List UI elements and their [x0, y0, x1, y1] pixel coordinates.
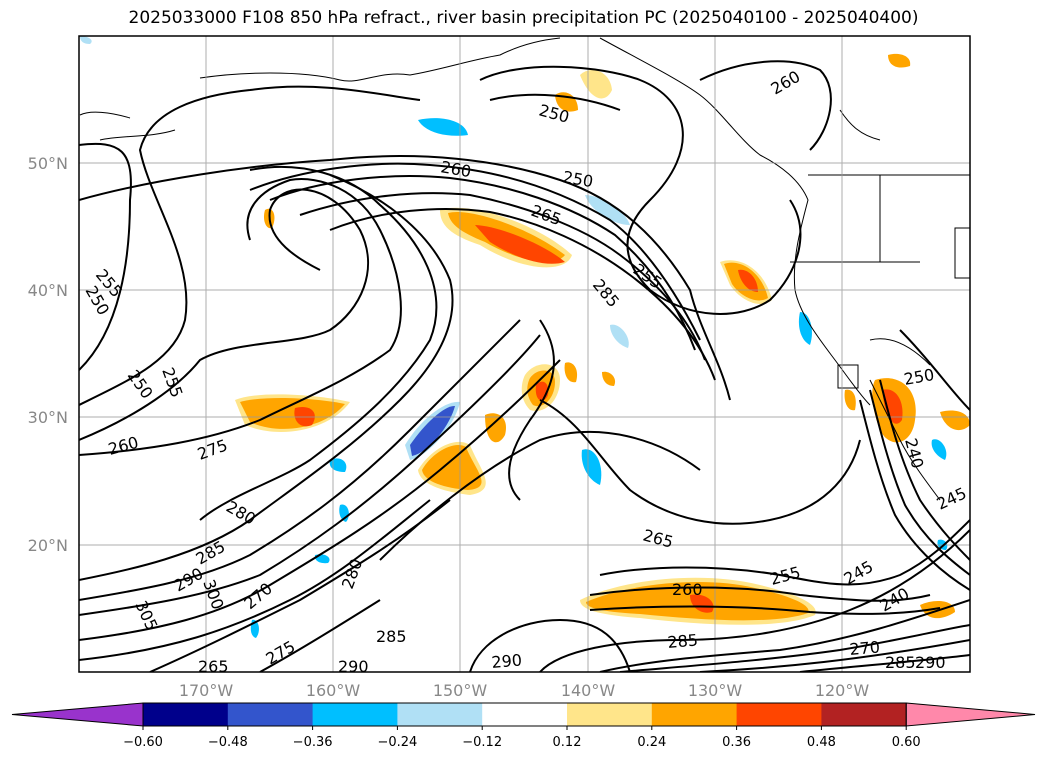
- lon-label: 140°W: [561, 681, 616, 700]
- positive-anomaly: [844, 389, 856, 411]
- latitude-labels: 50°N 40°N 30°N 20°N: [28, 154, 68, 555]
- refractivity-contours: [79, 60, 970, 672]
- contour-label: 285: [667, 630, 699, 652]
- colorbar: −0.60 −0.48 −0.36 −0.24 −0.12 0.12 0.24 0.36 0.4…: [11, 702, 1036, 750]
- lat-label: 40°N: [28, 281, 68, 300]
- negative-anomaly: [610, 324, 629, 348]
- negative-anomaly: [581, 449, 602, 485]
- lat-label: 20°N: [28, 536, 68, 555]
- colorbar-tick-label: −0.48: [208, 735, 248, 750]
- negative-anomaly: [418, 118, 468, 136]
- colorbar-segment: [482, 703, 568, 726]
- colorbar-tick-label: 0.36: [722, 735, 751, 750]
- colorbar-segment: [821, 703, 907, 726]
- colorbar-tick-label: 0.60: [892, 735, 921, 750]
- chart-title: 2025033000 F108 850 hPa refract., river …: [128, 8, 919, 28]
- lon-label: 120°W: [815, 681, 870, 700]
- positive-anomaly: [940, 410, 970, 431]
- negative-anomaly: [798, 312, 812, 345]
- colorbar-tick-label: 0.48: [807, 735, 836, 750]
- colorbar-tick-label: −0.60: [123, 735, 163, 750]
- colorbar-arrow-low: [11, 702, 144, 727]
- colorbar-segment: [736, 703, 822, 726]
- colorbar-segment: [143, 703, 229, 726]
- positive-anomaly: [240, 397, 345, 429]
- contour-label: 290: [338, 657, 369, 676]
- lat-label: 50°N: [28, 154, 68, 173]
- negative-anomaly: [931, 439, 947, 460]
- positive-anomaly: [485, 413, 506, 443]
- negative-anomaly: [80, 36, 92, 44]
- contour-label: 290: [491, 650, 523, 672]
- positive-anomaly: [475, 225, 565, 264]
- lat-label: 30°N: [28, 408, 68, 427]
- lon-label: 150°W: [433, 681, 488, 700]
- longitude-labels: 170°W 160°W 150°W 140°W 130°W 120°W: [179, 681, 870, 700]
- colorbar-segment: [567, 703, 653, 726]
- positive-anomaly: [602, 371, 616, 386]
- negative-anomaly: [410, 405, 455, 456]
- lon-label: 170°W: [179, 681, 234, 700]
- colorbar-tick-label: 0.12: [553, 735, 582, 750]
- contour-label: 285: [376, 627, 407, 646]
- positive-anomaly: [422, 444, 482, 490]
- contour-label: 260: [672, 580, 703, 599]
- colorbar-tick-label: −0.24: [377, 735, 417, 750]
- positive-anomaly: [882, 389, 903, 424]
- positive-anomaly: [738, 269, 758, 292]
- positive-anomaly: [564, 362, 578, 383]
- contour-label: 285: [885, 653, 916, 672]
- grid-lines: [79, 36, 970, 672]
- contour-label: 265: [198, 657, 229, 676]
- colorbar-tick-label: −0.12: [462, 735, 502, 750]
- lon-label: 160°W: [306, 681, 361, 700]
- colorbar-tick-label: −0.36: [293, 735, 333, 750]
- contour-label: 290: [915, 653, 946, 672]
- colorbar-segment: [651, 703, 738, 726]
- positive-anomaly: [888, 53, 911, 68]
- map-frame: [78, 35, 971, 673]
- positive-anomaly: [690, 594, 714, 613]
- negative-anomaly: [329, 458, 347, 472]
- colorbar-segment: [397, 703, 483, 726]
- colorbar-outline: [142, 702, 907, 727]
- colorbar-arrow-high: [905, 702, 1036, 727]
- contour-label: 270: [849, 637, 881, 659]
- map-area: 250 255 250 255 260 275 280 285 290 300 …: [79, 36, 970, 676]
- colorbar-tick-label: 0.24: [637, 735, 666, 750]
- negative-anomaly: [585, 195, 630, 225]
- lon-label: 130°W: [688, 681, 743, 700]
- colorbar-segment: [227, 703, 314, 726]
- coastlines: [79, 37, 970, 501]
- colorbar-segment: [312, 703, 398, 726]
